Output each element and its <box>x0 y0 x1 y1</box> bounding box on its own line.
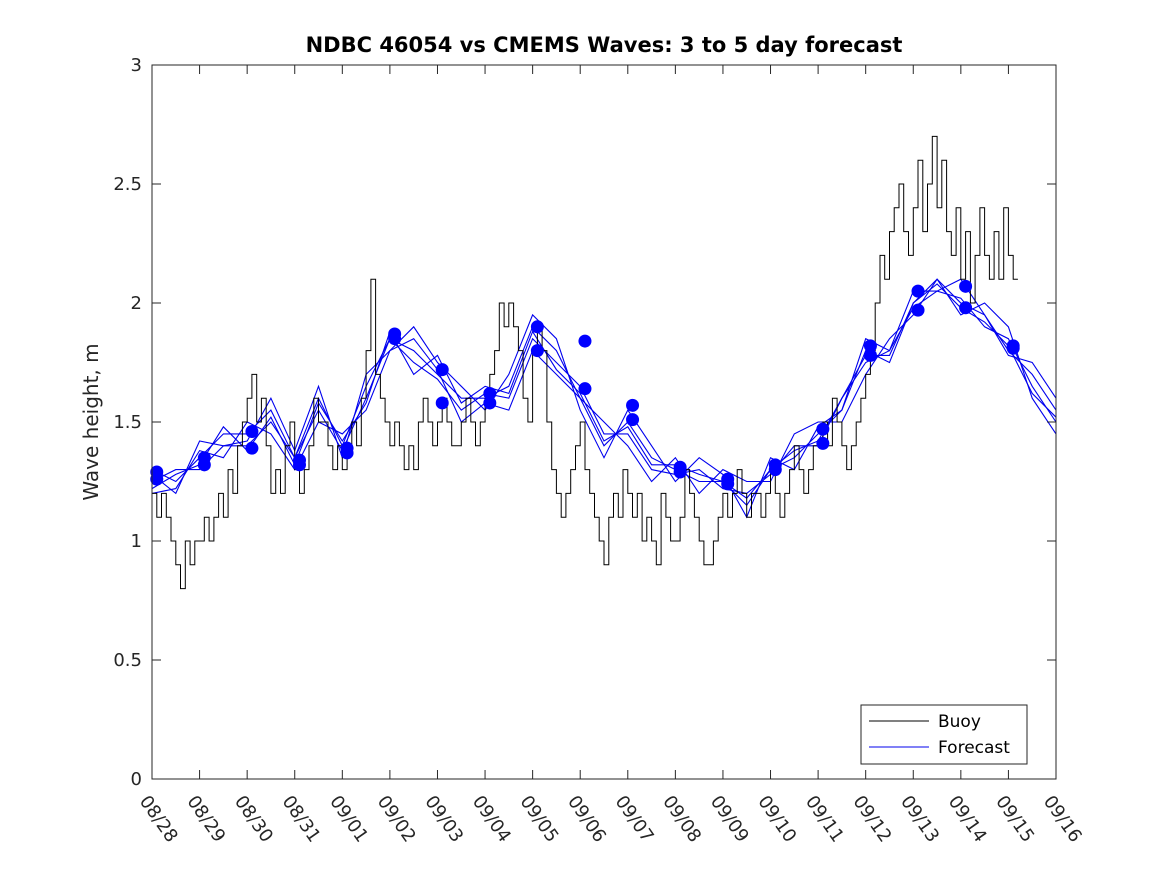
x-tick-label: 08/28 <box>135 792 182 847</box>
x-tick-label: 08/29 <box>182 792 229 847</box>
y-tick-label: 2 <box>131 293 142 314</box>
x-tick-label: 09/05 <box>516 792 563 847</box>
forecast-marker-layer <box>150 279 1020 491</box>
y-tick-label: 1 <box>131 531 142 552</box>
forecast-marker <box>816 422 830 436</box>
x-tick-label: 09/06 <box>563 792 610 847</box>
x-tick-label: 08/30 <box>230 792 277 847</box>
forecast-line <box>151 278 1057 495</box>
forecast-marker <box>863 339 877 353</box>
forecast-marker <box>578 382 592 396</box>
x-tick-label: 09/10 <box>753 792 800 847</box>
y-tick-label: 0 <box>131 769 142 790</box>
x-tick-label: 08/31 <box>278 792 325 847</box>
forecast-marker <box>483 396 497 410</box>
forecast-marker <box>959 301 973 315</box>
forecast-marker <box>483 386 497 400</box>
x-tick-label: 09/09 <box>706 792 753 847</box>
y-tick-label: 1.5 <box>113 412 142 433</box>
forecast-marker <box>816 436 830 450</box>
forecast-marker <box>768 463 782 477</box>
x-tick-label: 09/11 <box>801 792 848 847</box>
forecast-marker <box>911 284 925 298</box>
forecast-marker <box>245 425 259 439</box>
legend-buoy-label: Buoy <box>938 712 981 732</box>
forecast-marker <box>959 279 973 293</box>
forecast-marker <box>530 320 544 334</box>
forecast-marker <box>435 396 449 410</box>
y-tick-label: 3 <box>131 55 142 76</box>
x-tick-label: 09/07 <box>611 792 658 847</box>
x-tick-label: 09/15 <box>991 792 1038 847</box>
forecast-marker <box>1006 341 1020 355</box>
forecast-marker <box>292 458 306 472</box>
forecast-line <box>151 283 1057 499</box>
forecast-layer <box>151 278 1057 519</box>
forecast-marker <box>435 363 449 377</box>
forecast-marker <box>673 465 687 479</box>
x-tick-label: 09/13 <box>896 792 943 847</box>
x-tick-label: 09/04 <box>468 792 515 847</box>
forecast-marker <box>626 398 640 412</box>
forecast-marker <box>530 344 544 358</box>
forecast-marker <box>150 472 164 486</box>
forecast-marker <box>245 441 259 455</box>
forecast-marker <box>197 458 211 472</box>
y-tick-label: 2.5 <box>113 174 142 195</box>
forecast-marker <box>578 334 592 348</box>
legend-box <box>860 704 1028 765</box>
legend-forecast-label: Forecast <box>938 738 1010 758</box>
y-axis-label: Wave height, m <box>79 343 103 500</box>
x-tick-label: 09/08 <box>658 792 705 847</box>
forecast-marker <box>340 446 354 460</box>
forecast-marker <box>721 477 735 491</box>
y-axis-ticks: 0 0.5 1 1.5 2 2.5 3 <box>113 55 1056 790</box>
forecast-line <box>151 278 1057 519</box>
x-tick-label: 09/03 <box>420 792 467 847</box>
x-tick-label: 09/16 <box>1039 792 1086 847</box>
x-tick-label: 09/01 <box>325 792 372 847</box>
y-tick-label: 0.5 <box>113 650 142 671</box>
chart-title: NDBC 46054 vs CMEMS Waves: 3 to 5 day fo… <box>306 33 903 57</box>
legend: Buoy Forecast <box>860 704 1028 765</box>
x-tick-label: 09/12 <box>849 792 896 847</box>
forecast-marker <box>863 348 877 362</box>
forecast-marker <box>911 303 925 317</box>
forecast-marker <box>388 332 402 346</box>
x-tick-label: 09/02 <box>373 792 420 847</box>
forecast-marker <box>626 413 640 427</box>
x-tick-label: 09/14 <box>944 792 991 847</box>
